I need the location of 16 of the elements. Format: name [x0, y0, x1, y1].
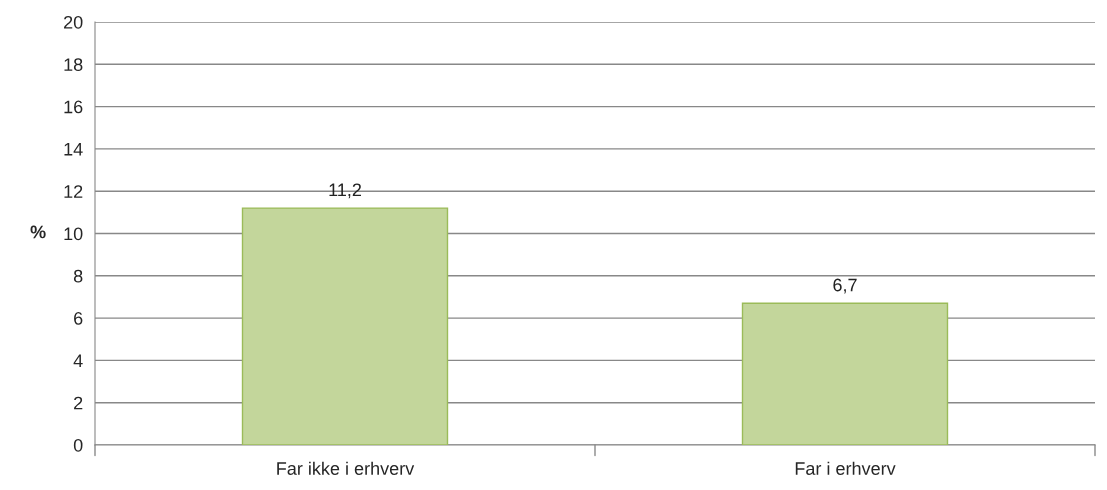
y-tick-label: 10	[64, 227, 83, 241]
y-tick-label: 20	[64, 15, 83, 29]
y-tick-label: 2	[74, 396, 83, 410]
y-tick-label: 16	[64, 100, 83, 114]
y-tick-label: 8	[73, 269, 83, 283]
y-tick-label: 18	[64, 58, 83, 72]
y-tick-label: 14	[64, 143, 83, 156]
y-tick-label: 4	[73, 354, 83, 367]
x-tick-label: Far ikke i erhverv	[277, 461, 415, 475]
y-tick-label: 6	[74, 312, 83, 325]
x-tick-label: Far i erhverv	[795, 461, 896, 475]
y-tick-label: 12	[64, 185, 83, 198]
data-label: 6,7	[833, 278, 857, 294]
data-label: 11,2	[329, 183, 361, 199]
y-tick-label: 0	[73, 438, 83, 452]
y-axis-title: %	[30, 225, 46, 239]
